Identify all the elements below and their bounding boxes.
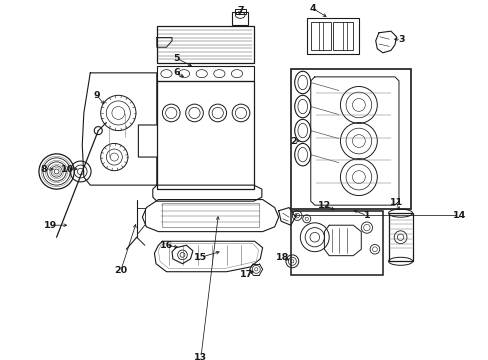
Text: 19: 19	[43, 221, 57, 230]
Bar	[234, 9, 245, 14]
Text: 10: 10	[61, 165, 74, 174]
Text: 12: 12	[317, 201, 330, 210]
Text: 15: 15	[194, 253, 207, 262]
Bar	[310, 22, 330, 50]
Text: 13: 13	[194, 353, 207, 360]
Bar	[162, 203, 258, 227]
Text: 6: 6	[173, 68, 180, 77]
Text: 9: 9	[93, 91, 100, 100]
Text: 16: 16	[160, 241, 173, 250]
Bar	[290, 69, 410, 209]
Text: 4: 4	[309, 4, 316, 13]
Bar	[157, 26, 253, 63]
Text: 17: 17	[240, 270, 253, 279]
Text: 2: 2	[290, 136, 297, 145]
Bar	[306, 18, 358, 54]
Text: 5: 5	[173, 54, 180, 63]
Text: 14: 14	[451, 211, 465, 220]
Bar	[157, 67, 253, 81]
Text: 3: 3	[397, 35, 404, 44]
Text: 7: 7	[236, 6, 243, 15]
Bar	[332, 22, 352, 50]
Text: 18: 18	[275, 253, 289, 262]
Text: 8: 8	[41, 165, 47, 174]
Bar	[290, 211, 382, 275]
Bar	[232, 12, 248, 25]
Text: 1: 1	[363, 211, 369, 220]
Bar	[388, 213, 412, 261]
Text: 11: 11	[389, 198, 403, 207]
Text: 20: 20	[114, 266, 127, 275]
